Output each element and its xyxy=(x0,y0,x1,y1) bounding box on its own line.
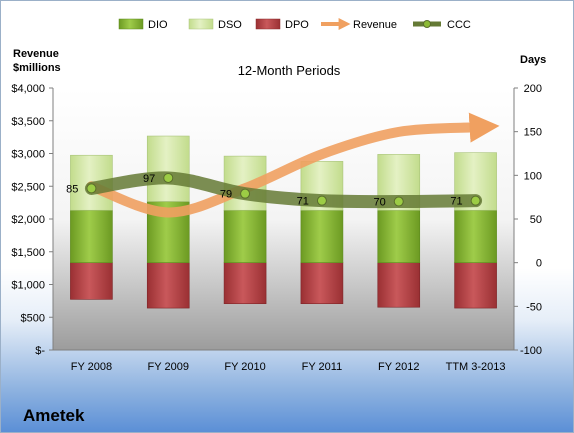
legend-item-dpo[interactable]: DPO xyxy=(255,18,309,31)
y-right-label: Days xyxy=(520,54,546,66)
y-left-tick-label: $4,000 xyxy=(11,83,45,95)
y-left-tick-label: $3,500 xyxy=(11,116,45,128)
y-left-tick-label: $2,000 xyxy=(11,214,45,226)
legend-item-ccc[interactable]: CCC xyxy=(413,19,471,31)
y-right-tick-label: 50 xyxy=(530,214,542,226)
bar-dio[interactable] xyxy=(377,209,421,263)
y-left-label-line1: Revenue xyxy=(13,48,59,60)
y-left-tick-label: $2,500 xyxy=(11,181,45,193)
ccc-point[interactable] xyxy=(316,195,327,206)
legend-label-revenue: Revenue xyxy=(353,19,397,31)
revenue-layer xyxy=(86,112,500,218)
x-tick-label: FY 2009 xyxy=(148,361,189,373)
legend-label-ccc: CCC xyxy=(447,19,471,31)
ccc-data-label: 85 xyxy=(66,183,78,195)
bar-dso[interactable] xyxy=(146,135,190,202)
legend: DIO DSO DPO Revenue CCC xyxy=(118,18,471,31)
bar-dio[interactable] xyxy=(454,209,497,263)
chart-subtitle: 12-Month Periods xyxy=(238,63,341,78)
legend-swatch-dpo xyxy=(255,18,281,30)
legend-swatch-dso xyxy=(188,18,214,30)
x-tick-label: TTM 3-2013 xyxy=(446,361,506,373)
axes-layer: $- $500 $1,000 $1,500 $2,000 $2,500 $3,000 $3,5… xyxy=(11,83,542,373)
ccc-point[interactable] xyxy=(470,195,481,206)
bar-dio[interactable] xyxy=(300,209,344,263)
legend-item-dio[interactable]: DIO xyxy=(118,18,168,31)
y-left-tick-label: $- xyxy=(35,345,45,357)
ccc-data-label: 70 xyxy=(374,197,386,209)
y-right-tick-label: 150 xyxy=(524,127,542,139)
bar-dio[interactable] xyxy=(70,209,113,263)
y-right-tick-label: -100 xyxy=(520,345,542,357)
ccc-point[interactable] xyxy=(163,172,174,183)
y-right-tick-label: 100 xyxy=(524,170,542,182)
bar-dpo[interactable] xyxy=(146,262,190,309)
x-tick-label: FY 2008 xyxy=(71,361,112,373)
bar-dpo[interactable] xyxy=(223,262,267,305)
y-left-tick-label: $500 xyxy=(21,312,45,324)
revenue-line[interactable] xyxy=(86,112,500,218)
bar-dpo[interactable] xyxy=(70,262,113,300)
ccc-data-label: 71 xyxy=(297,196,309,208)
legend-marker-ccc xyxy=(423,20,431,28)
ccc-point[interactable] xyxy=(86,183,97,194)
y-right-tick-label: 200 xyxy=(524,83,542,95)
x-tick-label: FY 2010 xyxy=(224,361,265,373)
company-name: Ametek xyxy=(23,406,85,425)
bar-dpo[interactable] xyxy=(454,262,497,309)
y-left-tick-label: $1,000 xyxy=(11,280,45,292)
ccc-data-label: 97 xyxy=(143,173,155,185)
legend-item-revenue[interactable]: Revenue xyxy=(321,18,397,31)
y-left-tick-label: $3,000 xyxy=(11,149,45,161)
x-tick-label: FY 2012 xyxy=(378,361,419,373)
ccc-data-label: 79 xyxy=(220,189,232,201)
ccc-point[interactable] xyxy=(393,196,404,207)
y-left-label-line2: $millions xyxy=(13,62,61,74)
bar-dpo[interactable] xyxy=(377,262,421,308)
legend-swatch-dio xyxy=(118,18,144,30)
ccc-data-label: 71 xyxy=(450,196,462,208)
legend-label-dio: DIO xyxy=(148,19,168,31)
y-right-tick-label: -50 xyxy=(526,301,542,313)
ccc-point[interactable] xyxy=(240,188,251,199)
legend-label-dpo: DPO xyxy=(285,19,309,31)
ccc-line[interactable] xyxy=(84,171,483,209)
y-right-tick-label: 0 xyxy=(536,258,542,270)
legend-label-dso: DSO xyxy=(218,19,242,31)
bar-dio[interactable] xyxy=(223,209,267,263)
legend-item-dso[interactable]: DSO xyxy=(188,18,242,31)
y-left-tick-label: $1,500 xyxy=(11,247,45,259)
ccc-layer: 85 97 79 71 70 71 xyxy=(66,171,483,209)
x-tick-label: FY 2011 xyxy=(302,361,343,373)
bar-dpo[interactable] xyxy=(300,262,344,305)
